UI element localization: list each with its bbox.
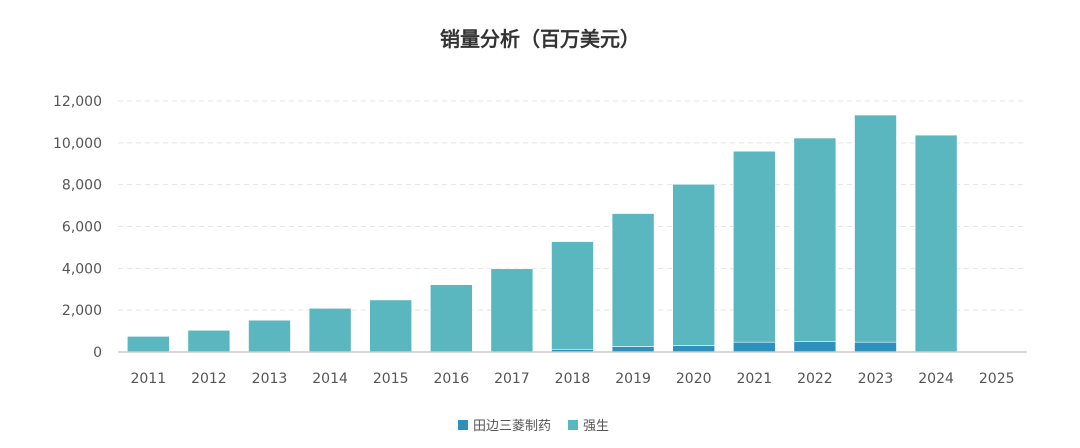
bar-2023[interactable] [854, 114, 897, 343]
bar-2023[interactable] [854, 341, 897, 353]
x-tick-label: 2016 [433, 371, 469, 387]
legend-label[interactable]: 田边三菱制药 [473, 419, 551, 434]
x-tick-label: 2020 [676, 371, 712, 387]
y-tick-label: 4,000 [62, 261, 102, 277]
x-tick-label: 2021 [736, 371, 772, 387]
x-tick-label: 2012 [191, 371, 227, 387]
bar-2016[interactable] [429, 284, 473, 353]
x-tick-label: 2022 [797, 371, 833, 387]
bar-2014[interactable] [308, 307, 352, 353]
y-tick-label: 10,000 [53, 136, 102, 152]
x-tick-label: 2017 [494, 371, 530, 387]
chart-title: 销量分析（百万美元） [440, 27, 640, 51]
legend-swatch[interactable] [568, 420, 578, 430]
bar-2022[interactable] [793, 341, 837, 353]
x-tick-label: 2018 [555, 371, 591, 387]
bar-2018[interactable] [551, 241, 594, 350]
x-tick-label: 2019 [615, 371, 651, 387]
x-tick-label: 2015 [373, 371, 409, 387]
y-tick-label: 0 [93, 345, 102, 361]
bar-2021[interactable] [732, 341, 776, 353]
bar-2013[interactable] [248, 319, 291, 353]
y-tick-label: 12,000 [53, 94, 102, 110]
bar-2019[interactable] [611, 213, 655, 347]
legend-swatch[interactable] [458, 420, 468, 430]
x-tick-label: 2014 [312, 371, 348, 387]
legend-label[interactable]: 强生 [583, 419, 609, 434]
bar-2012[interactable] [187, 329, 231, 353]
bar-2020[interactable] [672, 345, 716, 353]
bar-2022[interactable] [793, 137, 837, 342]
x-tick-label: 2013 [252, 371, 288, 387]
bar-2015[interactable] [369, 299, 413, 353]
bar-2024[interactable] [914, 134, 958, 353]
x-tick-label: 2024 [918, 371, 954, 387]
x-tick-label: 2025 [979, 371, 1015, 387]
bar-2021[interactable] [732, 150, 776, 343]
x-tick-label: 2011 [130, 371, 166, 387]
bar-2020[interactable] [672, 183, 716, 346]
y-tick-label: 2,000 [62, 303, 102, 319]
bar-2017[interactable] [490, 268, 534, 353]
y-tick-label: 6,000 [62, 220, 102, 236]
x-tick-label: 2023 [858, 371, 894, 387]
bar-2011[interactable] [127, 336, 170, 353]
bar-2019[interactable] [611, 346, 655, 353]
y-tick-label: 8,000 [62, 178, 102, 194]
